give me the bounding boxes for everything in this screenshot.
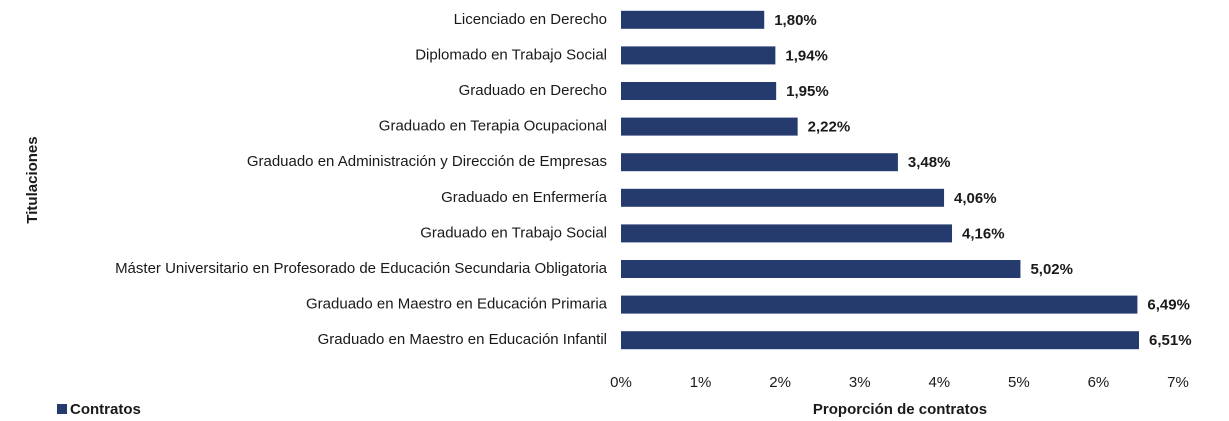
y-tick-label: Licenciado en Derecho [454,11,607,28]
y-axis-label: Titulaciones [24,136,41,223]
value-label: 6,49% [1147,297,1190,314]
x-tick-label: 4% [928,374,950,391]
value-label: 1,80% [774,12,817,29]
legend-label: Contratos [70,401,141,418]
value-label: 4,06% [954,190,997,207]
bar [621,295,1138,314]
bar [621,117,798,136]
x-tick-label: 1% [690,374,712,391]
y-tick-label: Máster Universitario en Profesorado de E… [115,260,608,277]
x-tick-label: 5% [1008,374,1030,391]
bar [621,46,776,65]
bar [621,331,1140,350]
value-label: 4,16% [962,225,1005,242]
x-tick-label: 6% [1088,374,1110,391]
value-label: 1,94% [785,47,828,64]
bar [621,82,777,100]
value-label: 1,95% [786,83,829,100]
value-label: 6,51% [1149,332,1192,349]
bar [621,224,953,243]
y-tick-label: Graduado en Administración y Dirección d… [247,153,607,170]
bar [621,10,765,29]
y-tick-label: Graduado en Terapia Ocupacional [379,118,607,135]
x-tick-label: 0% [610,374,632,391]
y-tick-label: Graduado en Derecho [459,82,607,99]
x-tick-label: 2% [769,374,791,391]
legend-swatch [57,404,67,414]
bar [621,188,945,207]
y-tick-label: Graduado en Maestro en Educación Infanti… [318,331,607,348]
bar [621,153,898,172]
y-tick-label: Diplomado en Trabajo Social [415,46,607,63]
value-label: 3,48% [908,154,951,171]
bar [621,260,1021,278]
y-tick-label: Graduado en Trabajo Social [420,224,607,241]
x-axis-label: Proporción de contratos [813,401,987,418]
x-tick-label: 3% [849,374,871,391]
y-tick-label: Graduado en Enfermería [441,189,608,206]
y-tick-label: Graduado en Maestro en Educación Primari… [306,296,608,313]
x-tick-label: 7% [1167,374,1189,391]
value-label: 2,22% [808,119,851,136]
value-label: 5,02% [1030,261,1073,278]
